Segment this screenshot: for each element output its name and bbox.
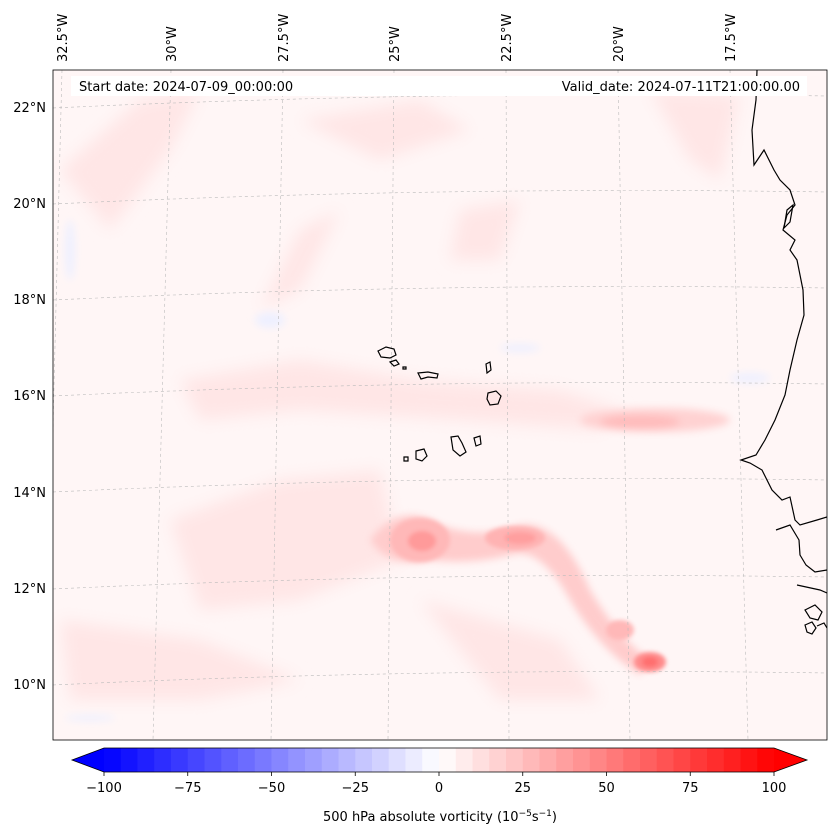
colorbar-segment: [656, 748, 674, 772]
colorbar-segment: [439, 748, 457, 772]
colorbar-segment: [171, 748, 189, 772]
colorbar-segment: [539, 748, 557, 772]
colorbar: −100 −75 −50 −25 0 25 50 75 100 500 hPa absolute…: [70, 747, 809, 825]
colorbar-high-extend: [774, 748, 807, 772]
island-santiago: [450, 435, 467, 457]
lat-label: 18°N: [13, 293, 46, 308]
colorbar-tick-label: −75: [174, 781, 201, 796]
colorbar-tick-label: −100: [86, 781, 122, 796]
colorbar-tick-label: 75: [682, 781, 699, 796]
island-sal: [485, 361, 492, 375]
map-panel: [53, 70, 827, 740]
lat-label: 12°N: [13, 582, 46, 597]
island-maio: [473, 435, 482, 447]
latitude-labels: 22°N 20°N 18°N 16°N 14°N 12°N 10°N: [13, 101, 46, 693]
colorbar-tick-label: 25: [514, 781, 531, 796]
lat-label: 22°N: [13, 101, 46, 116]
valid-date-label: Valid_date: 2024-07-11T21:00:00.00: [562, 80, 800, 95]
island-santo-antao: [377, 346, 397, 359]
lat-label: 20°N: [13, 197, 46, 212]
colorbar-segment: [707, 748, 725, 772]
colorbar-segment: [338, 748, 356, 772]
colorbar-segment: [154, 748, 172, 772]
colorbar-label-end: ): [552, 810, 557, 825]
colorbar-tick-label: −50: [258, 781, 285, 796]
longitude-labels: 32.5°W 30°W 27.5°W 25°W 22.5°W 20°W 17.5…: [56, 14, 739, 62]
lon-label: 30°W: [165, 26, 180, 62]
colorbar-segment: [388, 748, 406, 772]
island-fogo: [415, 448, 428, 462]
colorbar-segment: [254, 748, 272, 772]
colorbar-segment: [422, 748, 440, 772]
island-outlines: [377, 346, 502, 462]
date-banner: [71, 76, 807, 96]
colorbar-segment: [372, 748, 390, 772]
colorbar-segment: [640, 748, 658, 772]
colorbar-segment: [305, 748, 323, 772]
island-brava: [403, 456, 409, 462]
colorbar-segment: [690, 748, 708, 772]
colorbar-segment: [623, 748, 641, 772]
colorbar-segment: [573, 748, 591, 772]
map-border: [52, 69, 828, 741]
colorbar-label-mid: s: [532, 810, 539, 825]
colorbar-tick-label: 100: [762, 781, 787, 796]
colorbar-segment: [606, 748, 624, 772]
colorbar-segment: [489, 748, 507, 772]
colorbar-segment: [589, 748, 607, 772]
colorbar-label-exp2: −1: [539, 809, 552, 819]
colorbar-segment: [673, 748, 691, 772]
colorbar-segment: [522, 748, 540, 772]
graticule: [53, 70, 827, 740]
lon-label: 32.5°W: [56, 14, 71, 62]
colorbar-segment: [757, 748, 775, 772]
lon-label: 22.5°W: [500, 14, 515, 62]
colorbar-segment: [104, 748, 122, 772]
island-sao-vicente: [388, 359, 400, 367]
colorbar-tick-label: 50: [598, 781, 615, 796]
colorbar-segment: [120, 748, 138, 772]
lon-label: 27.5°W: [277, 14, 292, 62]
colorbar-tick-label: 0: [435, 781, 443, 796]
colorbar-segment: [288, 748, 306, 772]
colorbar-segment: [204, 748, 222, 772]
colorbar-label-text: 500 hPa absolute vorticity (10: [323, 810, 519, 825]
colorbar-segment: [506, 748, 524, 772]
colorbar-segment: [271, 748, 289, 772]
colorbar-ticks: −100 −75 −50 −25 0 25 50 75 100: [86, 772, 786, 796]
colorbar-segment: [405, 748, 423, 772]
colorbar-segment: [455, 748, 473, 772]
colorbar-segment: [740, 748, 758, 772]
colorbar-segment: [221, 748, 239, 772]
lat-label: 16°N: [13, 389, 46, 404]
colorbar-segment: [556, 748, 574, 772]
african-coastline: [739, 70, 827, 635]
lat-label: 14°N: [13, 486, 46, 501]
colorbar-segment: [137, 748, 155, 772]
lon-label: 20°W: [612, 26, 627, 62]
colorbar-label-exp1: −5: [519, 809, 532, 819]
colorbar-segment: [355, 748, 373, 772]
lat-label: 10°N: [13, 678, 46, 693]
lon-label: 25°W: [388, 26, 403, 62]
colorbar-segment: [472, 748, 490, 772]
colorbar-low-extend: [72, 748, 104, 772]
lon-label: 17.5°W: [724, 14, 739, 62]
vorticity-field: [60, 90, 770, 721]
start-date-label: Start date: 2024-07-09_00:00:00: [79, 80, 293, 95]
colorbar-label: 500 hPa absolute vorticity (10−5s−1): [323, 809, 557, 825]
island-sao-nicolau: [417, 371, 439, 380]
colorbar-segment: [723, 748, 741, 772]
colorbar-segment: [187, 748, 205, 772]
colorbar-segment: [321, 748, 339, 772]
colorbar-segments: [104, 748, 775, 772]
colorbar-tick-label: −25: [342, 781, 369, 796]
colorbar-segment: [238, 748, 256, 772]
island-boa-vista: [486, 390, 502, 406]
island-santa-luzia: [402, 366, 407, 370]
